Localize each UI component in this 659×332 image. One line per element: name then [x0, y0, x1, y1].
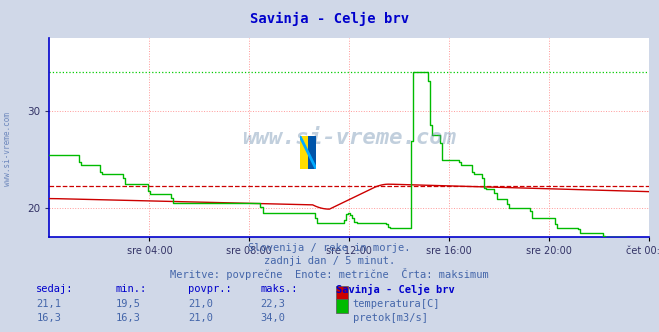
- Text: Savinja - Celje brv: Savinja - Celje brv: [250, 12, 409, 26]
- Text: 34,0: 34,0: [260, 313, 285, 323]
- Text: Meritve: povprečne  Enote: metrične  Črta: maksimum: Meritve: povprečne Enote: metrične Črta:…: [170, 268, 489, 280]
- Text: 16,3: 16,3: [36, 313, 61, 323]
- Bar: [308, 136, 316, 169]
- Bar: [300, 136, 308, 169]
- Text: Slovenija / reke in morje.: Slovenija / reke in morje.: [248, 243, 411, 253]
- Text: 16,3: 16,3: [115, 313, 140, 323]
- Text: www.si-vreme.com: www.si-vreme.com: [243, 128, 456, 148]
- Text: 21,0: 21,0: [188, 313, 213, 323]
- Text: maks.:: maks.:: [260, 284, 298, 294]
- Text: povpr.:: povpr.:: [188, 284, 231, 294]
- Text: 21,0: 21,0: [188, 299, 213, 309]
- Text: 22,3: 22,3: [260, 299, 285, 309]
- Text: zadnji dan / 5 minut.: zadnji dan / 5 minut.: [264, 256, 395, 266]
- Text: temperatura[C]: temperatura[C]: [353, 299, 440, 309]
- Text: min.:: min.:: [115, 284, 146, 294]
- Text: 21,1: 21,1: [36, 299, 61, 309]
- Text: sedaj:: sedaj:: [36, 284, 74, 294]
- Text: 19,5: 19,5: [115, 299, 140, 309]
- Text: Savinja - Celje brv: Savinja - Celje brv: [336, 284, 455, 295]
- Text: pretok[m3/s]: pretok[m3/s]: [353, 313, 428, 323]
- Text: www.si-vreme.com: www.si-vreme.com: [3, 113, 13, 186]
